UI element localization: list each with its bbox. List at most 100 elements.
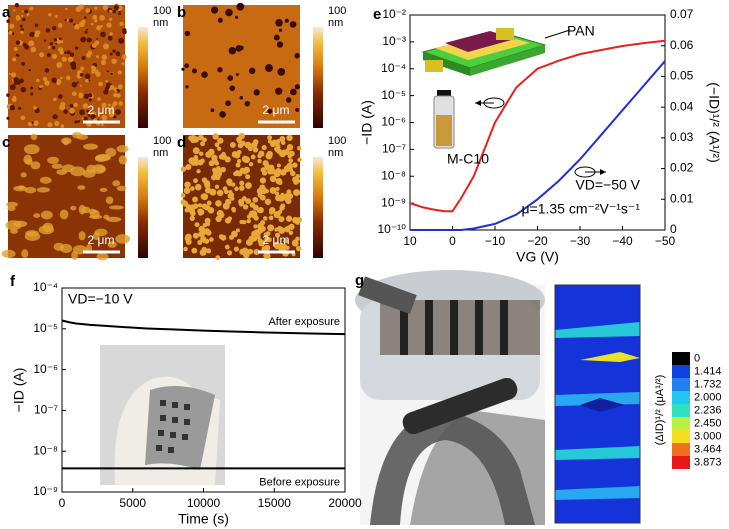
afm-grain bbox=[20, 30, 24, 34]
y-tick-label: 10⁻¹⁰ bbox=[378, 222, 407, 236]
afm-grain bbox=[99, 15, 105, 21]
x-tick-label: 0 bbox=[59, 496, 66, 510]
afm-grain bbox=[43, 39, 47, 42]
afm-grain bbox=[180, 193, 186, 198]
afm-grain bbox=[257, 207, 264, 214]
afm-grain bbox=[229, 142, 236, 148]
afm-grain bbox=[103, 214, 110, 220]
colormap bbox=[554, 284, 641, 524]
afm-grain bbox=[13, 77, 19, 83]
afm-grain bbox=[121, 27, 127, 33]
afm-grain bbox=[116, 185, 127, 191]
x-tick-label: −40 bbox=[612, 234, 633, 248]
afm-grain bbox=[64, 18, 67, 22]
afm-grain bbox=[253, 248, 260, 256]
afm-grain bbox=[252, 196, 259, 203]
x-tick-label: 10000 bbox=[187, 496, 221, 510]
afm-grain bbox=[47, 122, 53, 128]
y2-tick-label: 0.05 bbox=[670, 69, 694, 83]
afm-colorbar bbox=[138, 157, 148, 258]
afm-grain bbox=[81, 117, 84, 120]
afm-grain bbox=[205, 151, 212, 158]
afm-grain bbox=[184, 181, 191, 188]
annotation: VD=−10 V bbox=[68, 291, 133, 307]
afm-grain bbox=[97, 97, 101, 101]
afm-grain bbox=[188, 135, 194, 141]
scale-bar-label: 2 μm bbox=[263, 233, 290, 247]
afm-grain bbox=[79, 21, 85, 28]
afm-grain bbox=[103, 43, 110, 50]
afm-grain bbox=[55, 42, 58, 45]
afm-pore bbox=[185, 85, 189, 89]
afm-grain bbox=[206, 248, 212, 254]
x-tick-label: 20000 bbox=[328, 496, 362, 510]
afm-grain bbox=[51, 45, 56, 50]
afm-grain bbox=[60, 40, 64, 44]
afm-grain bbox=[243, 156, 250, 164]
afm-grain bbox=[57, 94, 63, 99]
colorbar-segment bbox=[672, 417, 690, 430]
afm-grain bbox=[292, 162, 298, 168]
afm-grain bbox=[72, 131, 83, 139]
afm-grain bbox=[65, 75, 71, 81]
afm-pore bbox=[219, 111, 226, 118]
afm-grain bbox=[54, 120, 60, 127]
device-schematic bbox=[421, 28, 606, 178]
afm-grain bbox=[259, 177, 267, 184]
series-line bbox=[410, 60, 666, 231]
afm-grain bbox=[56, 61, 63, 68]
afm-grain bbox=[284, 195, 291, 203]
afm-image bbox=[181, 2, 300, 128]
afm-grain bbox=[98, 81, 103, 87]
afm-grain bbox=[7, 205, 16, 212]
afm-grain bbox=[24, 9, 29, 14]
afm-grain bbox=[297, 145, 302, 151]
panel-label: d bbox=[177, 134, 186, 151]
afm-grain bbox=[191, 247, 198, 254]
afm-grain bbox=[48, 45, 51, 49]
afm-pore bbox=[278, 28, 283, 32]
colorbar-segment bbox=[672, 456, 690, 469]
afm-grain bbox=[228, 234, 235, 240]
afm-grain bbox=[227, 180, 233, 187]
afm-grain bbox=[45, 28, 51, 33]
afm-grain bbox=[51, 163, 63, 169]
afm-grain bbox=[248, 162, 254, 167]
afm-grain bbox=[252, 147, 259, 153]
afm-grain bbox=[265, 253, 271, 259]
afm-grain bbox=[194, 183, 202, 191]
afm-grain bbox=[18, 78, 24, 84]
afm-pore bbox=[289, 21, 297, 28]
afm-grain bbox=[28, 68, 31, 72]
afm-grain bbox=[198, 225, 205, 233]
afm-pore bbox=[217, 67, 223, 73]
afm-grain bbox=[198, 151, 204, 156]
afm-grain bbox=[109, 32, 113, 36]
afm-grain bbox=[200, 193, 207, 200]
afm-grain bbox=[207, 207, 215, 214]
afm-grain bbox=[18, 106, 22, 110]
afm-grain bbox=[27, 122, 33, 127]
afm-grain bbox=[291, 239, 299, 246]
afm-grain bbox=[75, 46, 79, 50]
colorbar-tick-label: 2.236 bbox=[694, 404, 722, 416]
afm-grain bbox=[274, 191, 280, 196]
x-tick-label: −50 bbox=[655, 234, 676, 248]
afm-grain bbox=[285, 215, 293, 222]
afm-pore bbox=[228, 46, 237, 55]
afm-grain bbox=[12, 220, 28, 228]
afm-grain bbox=[105, 147, 117, 157]
afm-grain bbox=[55, 78, 62, 85]
afm-grain bbox=[263, 216, 268, 221]
afm-grain bbox=[25, 230, 39, 237]
afm-grain bbox=[29, 32, 34, 37]
afm-grain bbox=[269, 175, 277, 183]
afm-grain bbox=[79, 92, 82, 96]
x-tick-label: 0 bbox=[449, 234, 456, 248]
afm-grain bbox=[214, 184, 220, 190]
afm-grain bbox=[112, 10, 117, 14]
y-tick-label: 10⁻⁶ bbox=[33, 362, 58, 376]
afm-grain bbox=[117, 70, 122, 75]
afm-grain bbox=[53, 38, 58, 42]
afm-grain bbox=[237, 142, 244, 149]
